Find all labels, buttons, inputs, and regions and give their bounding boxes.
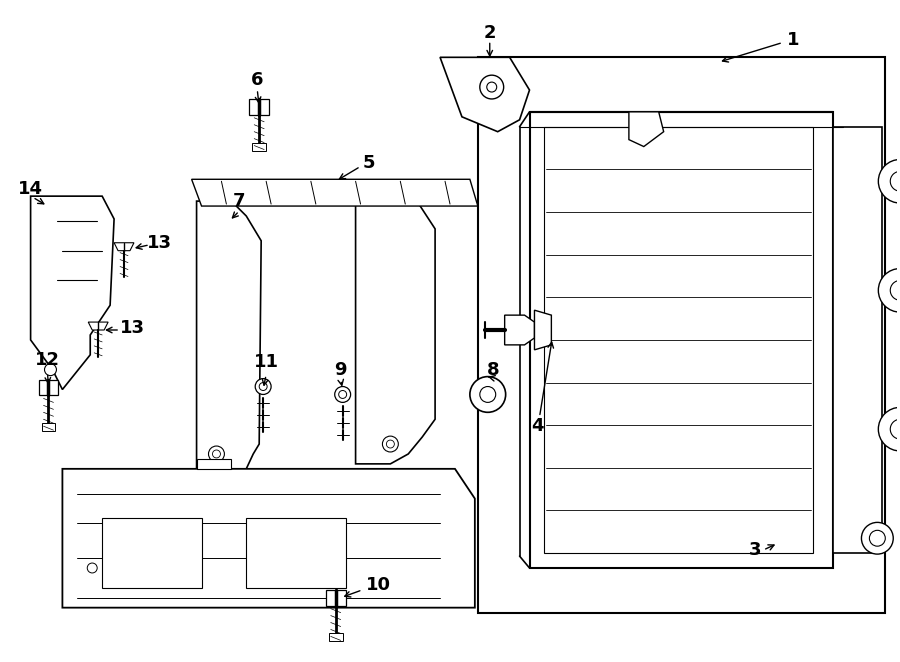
Polygon shape	[356, 191, 435, 464]
Circle shape	[890, 281, 900, 301]
Circle shape	[212, 450, 220, 458]
Circle shape	[209, 446, 224, 462]
Bar	[247, 518, 346, 588]
Bar	[39, 379, 58, 395]
Circle shape	[878, 269, 900, 312]
Text: 3: 3	[749, 541, 761, 559]
Bar	[252, 142, 266, 150]
Circle shape	[869, 530, 886, 546]
Circle shape	[890, 171, 900, 191]
Circle shape	[890, 419, 900, 439]
Text: 8: 8	[486, 361, 499, 379]
Text: 9: 9	[335, 361, 346, 379]
Polygon shape	[192, 179, 478, 206]
Bar	[249, 99, 269, 115]
Text: 10: 10	[366, 576, 391, 594]
Bar	[478, 58, 886, 612]
Circle shape	[259, 383, 267, 391]
Text: 5: 5	[363, 154, 374, 172]
Polygon shape	[196, 201, 261, 479]
Circle shape	[470, 377, 506, 412]
Polygon shape	[62, 469, 475, 608]
Text: 1: 1	[787, 32, 799, 50]
Circle shape	[44, 363, 57, 375]
Polygon shape	[31, 196, 114, 389]
Bar	[328, 634, 343, 641]
Circle shape	[87, 563, 97, 573]
Circle shape	[382, 436, 399, 452]
Circle shape	[338, 391, 346, 399]
Circle shape	[878, 160, 900, 203]
Circle shape	[256, 379, 271, 395]
Text: 13: 13	[120, 319, 145, 337]
Text: 11: 11	[254, 353, 279, 371]
Polygon shape	[629, 112, 663, 146]
Bar	[41, 423, 56, 431]
Polygon shape	[440, 58, 529, 132]
Circle shape	[335, 387, 351, 402]
Polygon shape	[114, 243, 134, 251]
Circle shape	[386, 440, 394, 448]
Circle shape	[480, 75, 504, 99]
Polygon shape	[544, 126, 813, 553]
Text: 14: 14	[18, 180, 43, 198]
Polygon shape	[529, 112, 832, 568]
Polygon shape	[88, 322, 108, 330]
Bar	[326, 590, 346, 606]
Circle shape	[487, 82, 497, 92]
Text: 13: 13	[148, 234, 172, 252]
Polygon shape	[196, 459, 231, 469]
Polygon shape	[505, 315, 535, 345]
Polygon shape	[832, 126, 882, 553]
Bar	[103, 518, 202, 588]
Text: 7: 7	[233, 192, 246, 210]
Circle shape	[878, 407, 900, 451]
Circle shape	[861, 522, 893, 554]
Circle shape	[480, 387, 496, 402]
Polygon shape	[535, 310, 552, 350]
Text: 2: 2	[483, 24, 496, 42]
Text: 12: 12	[35, 351, 60, 369]
Text: 4: 4	[531, 417, 544, 435]
Text: 6: 6	[251, 71, 264, 89]
